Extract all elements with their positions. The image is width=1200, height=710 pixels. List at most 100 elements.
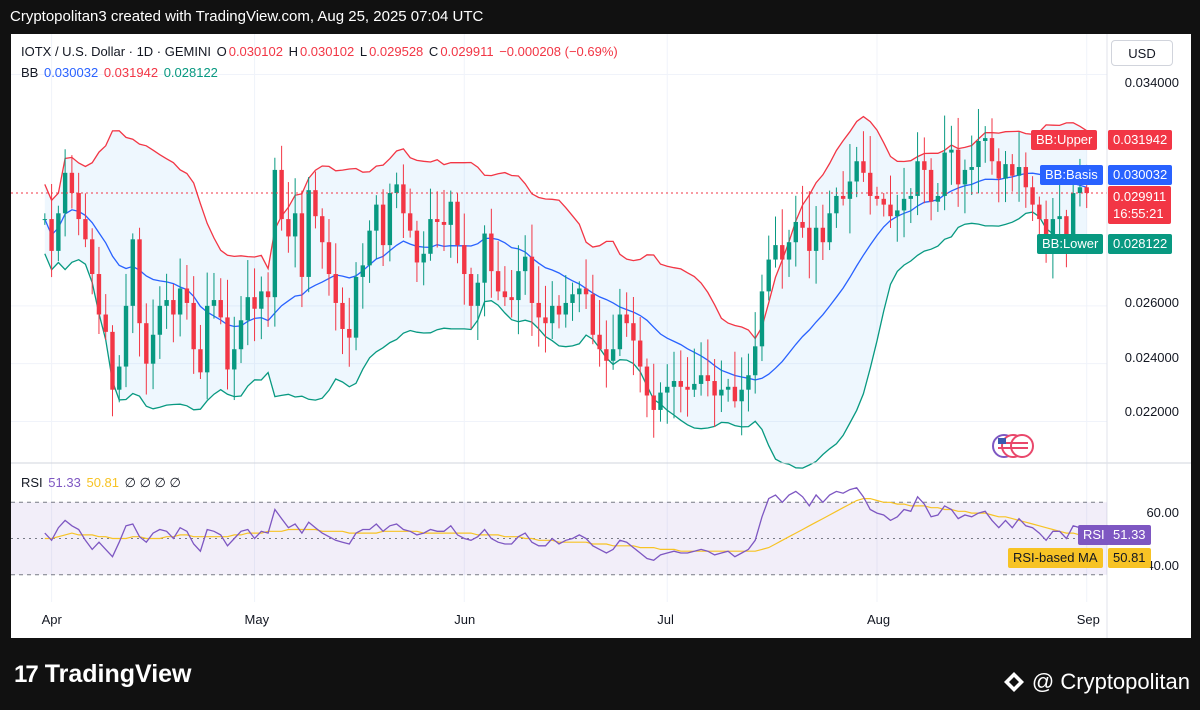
candle-body xyxy=(834,195,839,214)
candle-body xyxy=(299,213,305,277)
candle-body xyxy=(225,317,230,370)
candle-body xyxy=(103,314,108,332)
tradingview-logo: 17 TradingView xyxy=(14,660,192,688)
candle-body xyxy=(949,149,954,153)
candle-body xyxy=(942,152,947,196)
currency-selector[interactable]: USD xyxy=(1111,40,1173,66)
candle-body xyxy=(793,221,798,243)
candle-body xyxy=(360,265,366,277)
candle-body xyxy=(353,276,359,338)
rsi-value-tag: 51.33 xyxy=(1108,525,1151,545)
price-tick: 0.026000 xyxy=(1124,295,1179,310)
candle-body xyxy=(752,346,758,376)
bb-basis-tag: BB:Basis xyxy=(1040,165,1103,185)
candle-body xyxy=(218,300,223,318)
candle-body xyxy=(766,259,771,292)
candle-body xyxy=(955,149,961,185)
candle-body xyxy=(705,375,711,382)
candle-body xyxy=(252,297,257,309)
candle-body xyxy=(340,302,345,329)
candlestick-series xyxy=(42,108,1089,438)
candle-body xyxy=(725,386,731,390)
candle-body xyxy=(1030,187,1035,205)
candle-body xyxy=(69,172,75,194)
candle-body xyxy=(786,242,792,260)
candle-body xyxy=(374,204,379,231)
candle-body xyxy=(468,274,474,306)
candle-body xyxy=(550,305,555,324)
candle-body xyxy=(868,172,873,196)
candle-body xyxy=(583,288,589,295)
candle-body xyxy=(157,305,163,335)
candle-body xyxy=(428,219,433,254)
candle-body xyxy=(685,386,690,390)
candle-body xyxy=(313,190,318,217)
candle-body xyxy=(976,141,981,168)
candle-body xyxy=(1010,164,1015,176)
candle-body xyxy=(800,221,805,228)
candle-body xyxy=(441,221,447,225)
candle-body xyxy=(509,297,514,301)
candle-body xyxy=(739,389,744,402)
candle-body xyxy=(49,219,54,251)
time-tick-sep: Sep xyxy=(1076,612,1100,627)
chart-panel[interactable]: IOTX / U.S. Dollar · 1D · GEMINI O 0.0301… xyxy=(11,34,1191,638)
candle-body xyxy=(347,328,352,338)
candle-body xyxy=(320,216,325,243)
candle-body xyxy=(556,305,562,315)
candle-body xyxy=(895,210,900,217)
bb-upper-tag: BB:Upper xyxy=(1031,130,1098,150)
candle-body xyxy=(597,334,602,350)
candle-body xyxy=(333,274,338,303)
candle-body xyxy=(62,172,68,214)
candle-body xyxy=(732,386,738,402)
time-tick-jul: Jul xyxy=(657,612,674,627)
candle-body xyxy=(773,245,778,260)
candle-body xyxy=(110,331,115,390)
candle-body xyxy=(746,375,751,390)
candle-body xyxy=(563,302,568,315)
candle-body xyxy=(671,381,677,387)
tradingview-icon: 17 xyxy=(14,660,39,688)
candle-body xyxy=(590,294,596,335)
candle-body xyxy=(617,314,623,350)
candle-body xyxy=(96,274,102,315)
rsi-level-60: 60.00 xyxy=(1146,505,1179,520)
candle-body xyxy=(644,366,650,396)
candle-body xyxy=(204,305,210,373)
candle-body xyxy=(1003,164,1008,179)
rsi-pane xyxy=(11,487,1107,576)
candle-body xyxy=(522,256,528,272)
candle-body xyxy=(874,195,880,199)
candle-body xyxy=(56,213,61,251)
candle-body xyxy=(448,201,453,225)
candle-body xyxy=(462,245,467,275)
price-tick: 0.024000 xyxy=(1124,350,1179,365)
candle-body xyxy=(658,392,663,410)
candle-body xyxy=(401,184,406,214)
candle-body xyxy=(455,201,460,246)
chart-canvas[interactable] xyxy=(11,34,1191,638)
candle-body xyxy=(983,138,988,141)
symbol-name: IOTX / U.S. Dollar · 1D · GEMINI xyxy=(21,44,211,59)
candle-body xyxy=(935,195,941,202)
candle-body xyxy=(1070,193,1076,237)
bb-upper-value: 0.031942 xyxy=(1108,130,1173,150)
candle-body xyxy=(604,349,609,361)
price-tick: 0.022000 xyxy=(1124,404,1179,419)
candle-body xyxy=(435,219,440,222)
candle-body xyxy=(1016,167,1022,176)
candle-body xyxy=(665,386,670,393)
candle-body xyxy=(367,230,372,266)
price-change: −0.000208 (−0.69%) xyxy=(499,44,618,59)
rsi-ma-tag: RSI-based MA xyxy=(1008,548,1103,568)
candle-body xyxy=(915,161,920,196)
candle-body xyxy=(577,288,582,295)
candle-body xyxy=(536,302,541,318)
candle-body xyxy=(117,366,122,390)
candle-body xyxy=(901,198,907,211)
candle-body xyxy=(387,193,393,246)
candle-body xyxy=(42,219,48,221)
candle-body xyxy=(820,227,826,243)
time-tick-aug: Aug xyxy=(866,612,891,627)
